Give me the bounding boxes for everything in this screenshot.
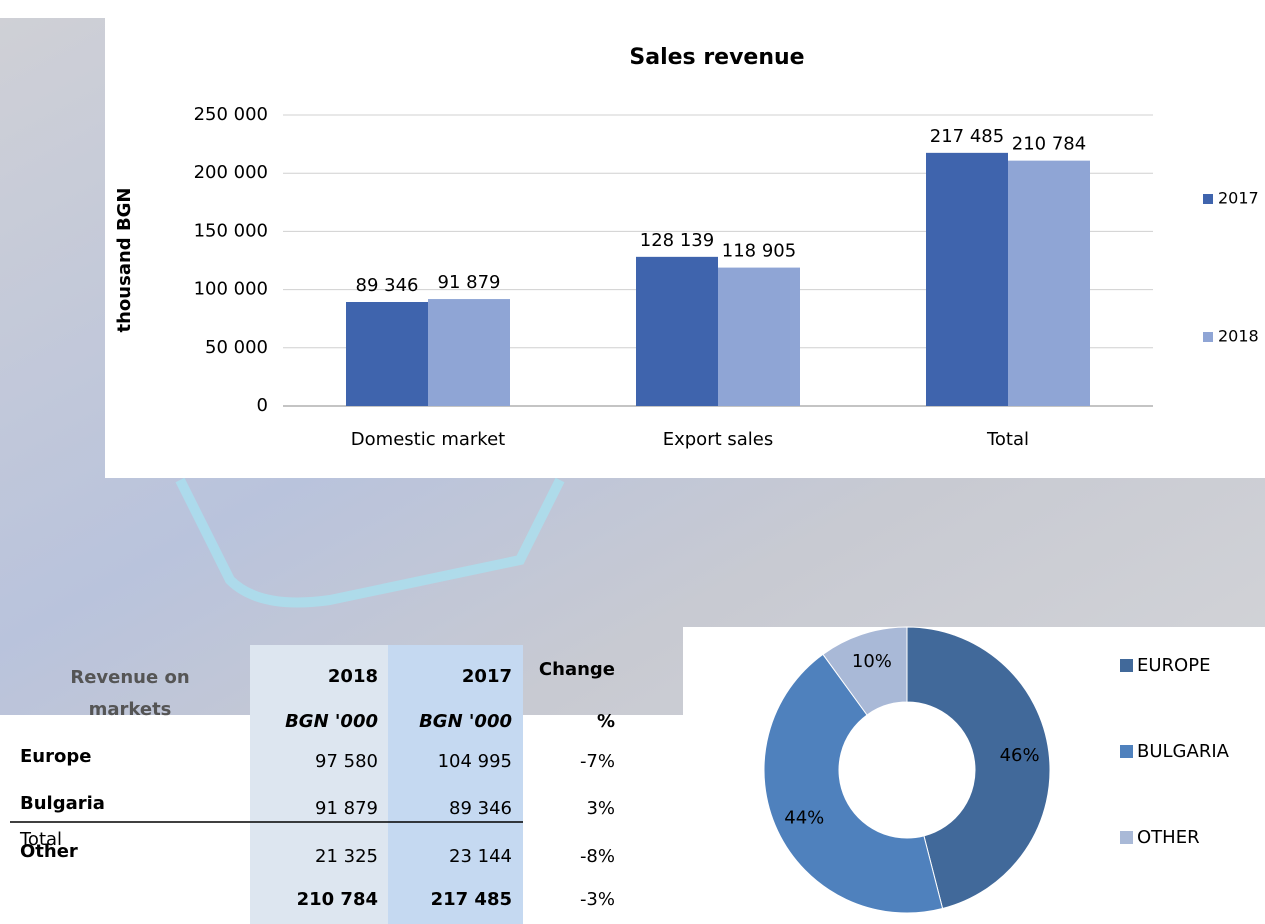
x-tick-label: Export sales <box>663 429 774 450</box>
table-bg <box>523 715 683 924</box>
legend-swatch <box>1120 831 1133 844</box>
table-cell: 89 346 <box>449 798 512 819</box>
table-cell: Bulgaria <box>20 793 105 814</box>
legend-label: BULGARIA <box>1137 741 1230 762</box>
x-tick-label: Total <box>986 429 1029 450</box>
legend-swatch <box>1203 194 1213 204</box>
data-label: 10% <box>852 651 892 672</box>
table-cell: -3% <box>579 889 615 910</box>
y-axis-label: thousand BGN <box>114 188 135 333</box>
table-cell: 104 995 <box>437 751 512 772</box>
chart-title: Sales revenue <box>629 45 804 70</box>
legend-label: OTHER <box>1137 827 1200 848</box>
pie-slice <box>822 626 908 716</box>
legend-swatch <box>1120 745 1133 758</box>
data-label: 217 485 <box>930 126 1004 147</box>
table-cell: -8% <box>579 846 615 867</box>
data-label: 44% <box>784 807 824 828</box>
table-bg <box>0 715 250 924</box>
column-bg <box>388 645 523 924</box>
pie-slice <box>763 653 944 914</box>
y-tick-label: 100 000 <box>194 279 268 300</box>
bar <box>1008 160 1090 406</box>
data-label: 89 346 <box>356 275 419 296</box>
table-cell: 210 784 <box>296 889 378 910</box>
background-shape <box>175 477 565 608</box>
column-bg <box>250 645 388 924</box>
table-cell: -7% <box>579 751 615 772</box>
legend-label: EUROPE <box>1137 655 1210 676</box>
legend-label: 2018 <box>1218 327 1259 346</box>
bar <box>636 256 718 406</box>
table-cell: Total <box>20 829 63 850</box>
table-cell: 2017 <box>461 666 512 687</box>
data-label: 210 784 <box>1012 134 1086 155</box>
table-cell: 23 144 <box>449 846 512 867</box>
data-label: 118 905 <box>722 241 796 262</box>
legend-swatch <box>1203 332 1213 342</box>
data-label: 128 139 <box>640 230 714 251</box>
table-cell: Change <box>538 659 615 680</box>
pie-slice <box>906 626 1051 910</box>
bar <box>428 299 510 406</box>
bar <box>926 152 1008 406</box>
y-tick-label: 200 000 <box>194 162 268 183</box>
y-tick-label: 150 000 <box>194 220 268 241</box>
table-cell: 2018 <box>327 666 378 687</box>
table-cell: 97 580 <box>315 751 378 772</box>
data-label: 91 879 <box>438 272 501 293</box>
table-cell: BGN '000 <box>419 711 512 732</box>
bar <box>718 267 800 406</box>
data-label: 46% <box>1000 745 1040 766</box>
table-cell: 217 485 <box>430 889 512 910</box>
x-tick-label: Domestic market <box>351 429 505 450</box>
table-cell: Europe <box>20 746 92 767</box>
legend-label: 2017 <box>1218 189 1259 208</box>
y-tick-label: 250 000 <box>194 104 268 125</box>
table-cell: 3% <box>586 798 615 819</box>
legend-swatch <box>1120 659 1133 672</box>
table-cell: 91 879 <box>315 798 378 819</box>
table-cell: % <box>596 711 615 732</box>
table-cell: Revenue on markets <box>70 667 190 720</box>
bar <box>346 302 428 406</box>
y-tick-label: 0 <box>257 395 268 416</box>
y-tick-label: 50 000 <box>205 337 268 358</box>
table-cell: Other <box>20 841 78 862</box>
table-cell: BGN '000 <box>285 711 378 732</box>
table-cell: 21 325 <box>315 846 378 867</box>
